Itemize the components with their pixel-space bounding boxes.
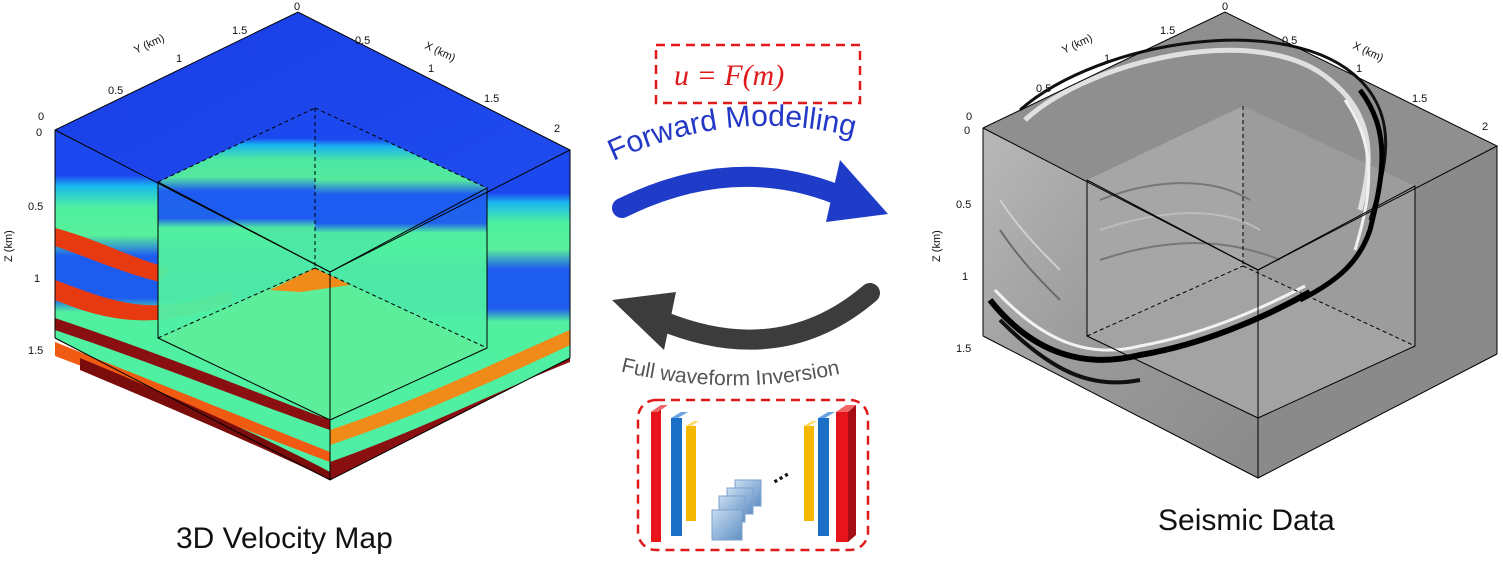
inversion-arrowhead	[612, 292, 676, 350]
latent-cube-0	[711, 509, 743, 541]
seis-y-tick-0: 0.5	[1036, 83, 1051, 95]
seis-z-tick-3: 1.5	[956, 343, 971, 355]
seis-x-tick-1: 0.5	[1282, 35, 1297, 47]
velocity-layer-dark-2	[80, 358, 330, 480]
inversion-arrow	[650, 283, 880, 350]
forward-arrowhead	[826, 160, 888, 222]
vel-z-tick-0: 0	[36, 127, 42, 139]
decoder-yellow-layer	[804, 426, 814, 521]
seismic-wavefronts	[987, 38, 1388, 385]
vel-z-tick-3: 1.5	[28, 345, 43, 357]
seis-z-tick-1: 0.5	[956, 199, 971, 211]
velocity-map-caption: 3D Velocity Map	[176, 522, 393, 555]
encoder-blue-layer	[671, 418, 682, 536]
decoder-blue-layer	[818, 418, 829, 536]
vel-x-tick-2: 1	[428, 63, 434, 75]
seis-z-tick-2: 1	[962, 271, 968, 283]
vel-x-tick-3: 1.5	[484, 93, 499, 105]
seis-corner-tick: 0	[1222, 1, 1228, 13]
vel-y-axis-title: Y (km)	[132, 32, 166, 56]
vel-corner-tick: 0	[294, 1, 300, 13]
velocity-layer-dark-1	[55, 318, 330, 430]
forward-formula: u = F(m)	[674, 59, 784, 92]
velocity-layer-red-3	[55, 342, 330, 462]
vel-x-tick-4: 2	[554, 123, 560, 135]
formula-box	[654, 43, 862, 105]
vel-x-axis-title: X (km)	[423, 40, 457, 65]
vel-y-tick-0: 0.5	[108, 85, 123, 97]
forward-modelling-label: Forward Modelling	[603, 100, 860, 168]
vel-z-tick-2: 1	[34, 273, 40, 285]
velocity-layer-orange-r	[330, 330, 570, 445]
seis-z-tick-0: 0	[964, 125, 970, 137]
vel-y-tick-2: 1.5	[232, 25, 247, 37]
vel-y-tick-3: 0	[38, 111, 44, 123]
seis-y-tick-1: 1	[1104, 53, 1110, 65]
encoder-red-layer	[651, 412, 661, 542]
neural-network-icon: ...	[651, 405, 856, 542]
seismic-cutout-floor	[1087, 266, 1415, 418]
network-ellipsis: ...	[764, 458, 792, 489]
seis-y-tick-3: 0	[966, 111, 972, 123]
vel-z-tick-1: 0.5	[28, 201, 43, 213]
seis-y-axis-title: Y (km)	[1060, 32, 1094, 56]
encoder-yellow-layer	[686, 426, 696, 521]
velocity-layer-red-1	[55, 228, 170, 282]
seismic-data-caption: Seismic Data	[1158, 504, 1335, 537]
network-box	[636, 398, 870, 552]
vel-x-tick-1: 0.5	[355, 35, 370, 47]
velocity-map-cube: 0.5 1 1.5 0 0 Y (km) 0.5 X (km) 1 1.5 2 …	[3, 1, 572, 481]
vel-y-tick-1: 1	[176, 53, 182, 65]
vel-z-axis-title: Z (km)	[3, 230, 15, 262]
seis-y-tick-2: 1.5	[1160, 25, 1175, 37]
seis-x-tick-4: 2	[1482, 121, 1488, 133]
seis-x-axis-title: X (km)	[1351, 40, 1385, 65]
seismic-data-cube: 0.5 1 1.5 0 0 Y (km) 0.5 X (km) 1 1.5 2 …	[931, 1, 1499, 479]
seis-x-tick-2: 1	[1356, 63, 1362, 75]
velocity-cutout-floor	[158, 268, 487, 420]
seis-x-tick-3: 1.5	[1412, 93, 1427, 105]
seis-z-axis-title: Z (km)	[931, 230, 943, 262]
full-waveform-inversion-label: Full waveform Inversion	[619, 354, 841, 390]
forward-arrow	[612, 166, 860, 218]
decoder-red-layer	[836, 412, 848, 542]
